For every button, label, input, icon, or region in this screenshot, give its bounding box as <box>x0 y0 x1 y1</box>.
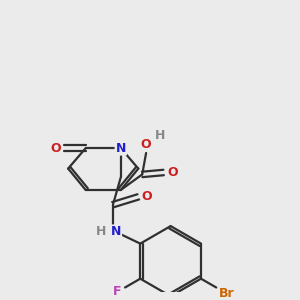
Text: O: O <box>50 142 61 154</box>
Text: O: O <box>141 138 152 151</box>
Text: F: F <box>113 285 122 298</box>
Text: O: O <box>167 166 178 179</box>
Text: N: N <box>116 142 126 154</box>
Text: N: N <box>111 225 121 239</box>
Text: O: O <box>142 190 152 203</box>
Text: Br: Br <box>219 287 235 300</box>
Text: H: H <box>154 129 165 142</box>
Text: H: H <box>96 225 106 239</box>
